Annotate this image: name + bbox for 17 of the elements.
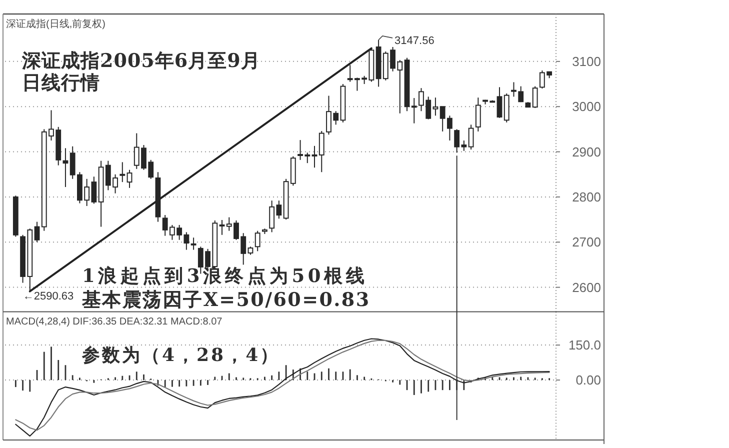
title: MACD(4,28,4) DIF:36.35 DEA:32.31 MACD:8.07: [6, 316, 222, 328]
annotation: 基本震荡因子X=50/60=0.83: [82, 289, 370, 311]
annotation: 日线行情: [22, 72, 100, 94]
ytick: 2800: [572, 189, 601, 204]
annotation: 深证成指2005年6月至9月: [22, 50, 260, 72]
ytick: 150.0: [568, 338, 601, 353]
ytick: 3000: [572, 99, 601, 114]
annotation: 3147.56: [394, 34, 434, 47]
ytick: 3100: [572, 54, 601, 69]
annotation: 参数为（4，28，4）: [82, 345, 280, 366]
ytick: 2700: [572, 234, 601, 250]
ytick: 2600: [572, 280, 601, 295]
annotation: 1浪起点到3浪终点为50根线: [82, 266, 368, 287]
annotation: ←2590.63: [22, 290, 74, 303]
ytick: 0.00: [576, 372, 601, 388]
ytick: 2900: [572, 144, 601, 160]
title: 深证成指(日线,前复权): [6, 19, 106, 30]
